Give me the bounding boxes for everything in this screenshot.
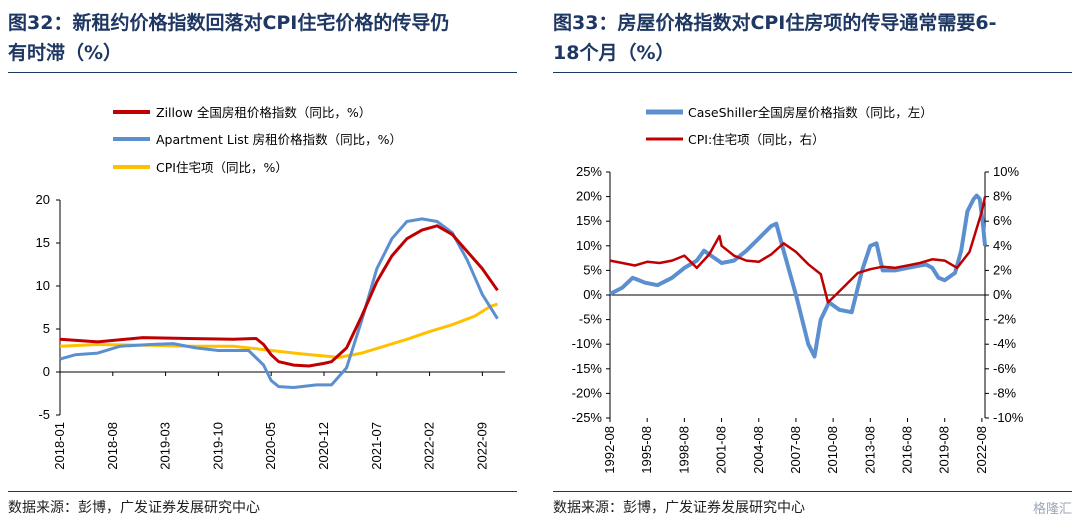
y-tick-label-left: 5% <box>583 262 602 277</box>
source-note-left: 数据来源：彭博，广发证券发展研究中心 <box>8 500 260 516</box>
y-tick-label: 20 <box>36 192 50 207</box>
title-line-2: 18个月（%） <box>553 42 675 64</box>
x-tick-label: 2020-05 <box>263 422 278 470</box>
x-tick-label: 2004-08 <box>751 426 766 474</box>
y-tick-label-left: 10% <box>576 238 602 253</box>
y-tick-label-left: -25% <box>572 410 603 425</box>
watermark-logo: 格隆汇 <box>1032 502 1072 517</box>
x-tick-label: 2018-08 <box>105 422 120 470</box>
y-tick-label: 0 <box>43 364 50 379</box>
x-tick-label: 2019-10 <box>210 422 225 470</box>
y-tick-label-right: 8% <box>993 189 1012 204</box>
x-tick-label: 2010-08 <box>825 426 840 474</box>
y-tick-label-left: 15% <box>576 213 602 228</box>
legend-label: Zillow 全国房租价格指数（同比，%） <box>156 105 371 120</box>
x-tick-label: 2018-01 <box>52 422 67 470</box>
y-tick-label-right: -4% <box>993 336 1017 351</box>
y-tick-label-right: 4% <box>993 238 1012 253</box>
line-chart-left: -5 0 5 10 15 20 2018-01 2018-08 2019-03 2019-10 20… <box>36 105 505 470</box>
x-tick-label: 2019-08 <box>937 426 952 474</box>
y-tick-label-right: 0% <box>993 287 1012 302</box>
y-tick-label-left: -10% <box>572 336 603 351</box>
title-line-2: 有时滞（%） <box>8 42 123 64</box>
title-line-1: 图32：新租约价格指数回落对CPI住宅价格的传导仍 <box>8 12 450 34</box>
y-tick-label: 5 <box>43 321 50 336</box>
y-tick-label-right: 10% <box>993 164 1019 179</box>
x-tick-label: 2019-03 <box>158 422 173 470</box>
x-tick-label: 2016-08 <box>900 426 915 474</box>
y-tick-label-left: 25% <box>576 164 602 179</box>
line-chart-right: -25% -20% -15% -10% -5% 0% 5% 10% 15% 20% 25% -10% -… <box>572 105 1024 474</box>
legend-label: CPI住宅项（同比，%） <box>156 160 288 175</box>
x-tick-label: 1992-08 <box>602 426 617 474</box>
y-tick-label: 15 <box>36 235 50 250</box>
source-divider <box>8 491 517 492</box>
y-tick-label-left: 0% <box>583 287 602 302</box>
chart-title-left: 图32：新租约价格指数回落对CPI住宅价格的传导仍 有时滞（%） <box>8 8 513 68</box>
series-line <box>59 302 498 359</box>
x-tick-label: 2020-12 <box>316 422 331 470</box>
title-divider <box>553 72 1072 73</box>
y-tick-label-right: -8% <box>993 385 1017 400</box>
title-line-1: 图33：房屋价格指数对CPI住房项的传导通常需要6- <box>553 12 997 34</box>
series-line <box>59 217 499 389</box>
x-tick-label: 2022-08 <box>974 426 989 474</box>
y-tick-label-right: 2% <box>993 262 1012 277</box>
title-divider <box>8 72 517 73</box>
chart-panel-right: 图33：房屋价格指数对CPI住房项的传导通常需要6- 18个月（%） -25% -… <box>545 0 1080 524</box>
y-tick-label-left: -5% <box>579 312 603 327</box>
legend-label: CaseShiller全国房屋价格指数（同比，左） <box>688 105 933 120</box>
x-tick-label: 2007-08 <box>788 426 803 474</box>
legend-label: CPI:住宅项（同比，右） <box>688 132 825 147</box>
y-tick-label-right: -6% <box>993 361 1017 376</box>
y-tick-label: -5 <box>38 407 50 422</box>
x-tick-label: 2022-09 <box>474 422 489 470</box>
x-tick-label: 2013-08 <box>862 426 877 474</box>
y-tick-label-left: -15% <box>572 361 603 376</box>
source-divider <box>553 491 1072 492</box>
x-tick-label: 2022-02 <box>422 422 437 470</box>
x-tick-label: 1995-08 <box>639 426 654 474</box>
series-line <box>59 224 499 368</box>
legend-label: Apartment List 房租价格指数（同比，%） <box>156 132 402 147</box>
x-tick-label: 2021-07 <box>369 422 384 470</box>
series-line-cpi <box>609 196 987 304</box>
y-tick-label-right: -10% <box>993 410 1024 425</box>
x-tick-label: 2001-08 <box>714 426 729 474</box>
y-tick-label-left: -20% <box>572 385 603 400</box>
x-tick-label: 1998-08 <box>676 426 691 474</box>
y-tick-label-right: -2% <box>993 312 1017 327</box>
y-tick-label-right: 6% <box>993 213 1012 228</box>
source-note-right: 数据来源：彭博，广发证券发展研究中心 <box>553 500 805 516</box>
series-line-caseshiller <box>609 193 987 359</box>
y-tick-label: 10 <box>36 278 50 293</box>
y-tick-label-left: 20% <box>576 189 602 204</box>
chart-title-right: 图33：房屋价格指数对CPI住房项的传导通常需要6- 18个月（%） <box>553 8 1058 68</box>
chart-panel-left: 图32：新租约价格指数回落对CPI住宅价格的传导仍 有时滞（%） -5 0 5 10 1… <box>0 0 525 524</box>
